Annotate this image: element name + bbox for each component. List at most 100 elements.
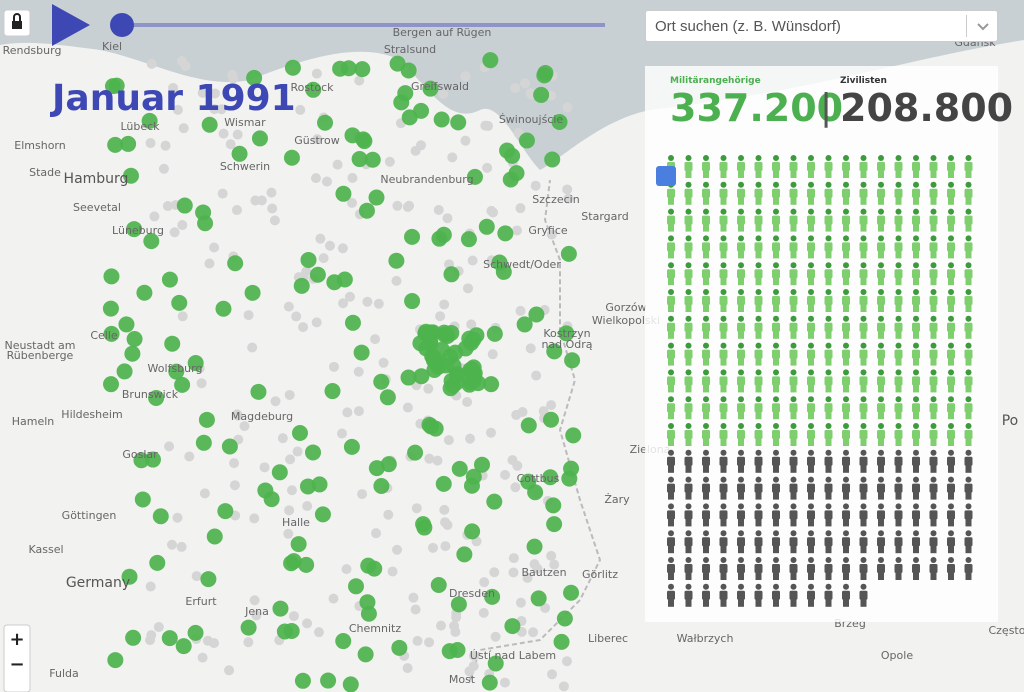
icon-body [842,188,850,198]
icon-body [807,269,815,279]
place-dot [515,597,526,608]
icon-legs [860,170,867,178]
icon-body [964,322,973,332]
icon-head [878,208,884,215]
icon-legs [720,411,727,420]
icon-head [895,155,902,161]
place-dot [438,88,449,99]
icon-body [789,188,798,198]
icon-head [720,503,727,510]
place-dot [288,611,299,622]
place-dot [302,618,313,629]
icon-head [755,181,762,188]
icon-legs [878,491,884,500]
icon-legs [878,223,884,232]
icon-body [807,242,815,252]
icon-body [877,537,885,547]
icon-body [754,564,763,573]
soldier-icon [772,342,780,366]
timeline-knob[interactable] [110,13,134,37]
search-chevron[interactable] [976,22,990,32]
zoom-in[interactable]: + [9,629,24,650]
garrison-dot [143,233,160,250]
garrison-dot [221,438,238,455]
icon-head [843,557,849,563]
icon-head [703,369,709,376]
icon-body [789,215,798,225]
garrison-dot [544,151,561,168]
play-button[interactable] [52,4,90,46]
icon-body [807,510,815,520]
icon-legs [773,384,779,393]
soldier-icon [929,315,938,339]
zoom-out[interactable]: − [9,654,24,675]
place-dot [146,58,157,69]
icon-head [930,503,937,510]
garrison-dot [527,484,544,501]
soldier-icon [912,423,920,446]
icon-head [773,396,779,403]
soldier-icon [824,289,833,312]
place-dot [402,663,413,674]
garrison-dot [298,556,315,573]
place-dot [387,566,398,577]
icon-head [685,396,692,403]
icon-body [842,537,850,547]
place-dot [460,135,471,146]
icon-legs [965,572,972,580]
icon-head [755,208,762,215]
soldier-icon [772,396,780,420]
icon-legs [895,438,902,446]
icon-legs [720,357,727,366]
civilian-icon [772,449,780,473]
soldier-icon [894,315,903,339]
icon-head [895,181,902,188]
civilian-icon [772,530,780,554]
icon-legs [895,491,902,500]
icon-legs [825,330,832,339]
place-dot [232,409,243,420]
icon-head [703,449,709,456]
garrison-dot [314,506,331,523]
icon-body [912,403,920,413]
icon-legs [913,330,919,339]
icon-body [807,564,815,573]
icon-legs [948,491,954,500]
icon-head [703,289,709,295]
icon-head [860,449,867,456]
icon-head [668,583,674,590]
icon-legs [843,170,849,178]
icon-legs [843,250,849,259]
place-dot [353,406,364,417]
soldier-icon [702,423,710,446]
garrison-dot [200,571,217,588]
icon-body [719,564,728,573]
soldier-icon [877,235,885,259]
translate-badge[interactable] [656,166,676,186]
icon-body [947,269,955,279]
icon-head [860,476,867,483]
soldier-icon [719,155,728,178]
icon-head [965,476,972,483]
icon-body [772,590,780,600]
civilian-icon [667,530,675,554]
icon-legs [773,464,779,473]
icon-body [877,483,885,493]
place-dot [311,317,322,328]
place-label: Göttingen [62,509,117,522]
soldier-icon [789,155,798,178]
icon-head [668,530,674,537]
icon-legs [895,304,902,312]
icon-head [668,369,674,376]
soldier-icon [877,181,885,205]
civilian-icon [894,449,903,473]
search-box[interactable]: Ort suchen (z. B. Wünsdorf) [645,10,998,42]
icon-head [965,342,972,349]
icon-body [719,376,728,386]
icon-head [895,208,902,215]
icon-body [754,296,763,305]
garrison-dot [478,218,495,235]
icon-head [913,557,919,563]
icon-legs [808,464,814,473]
icon-legs [843,384,849,393]
